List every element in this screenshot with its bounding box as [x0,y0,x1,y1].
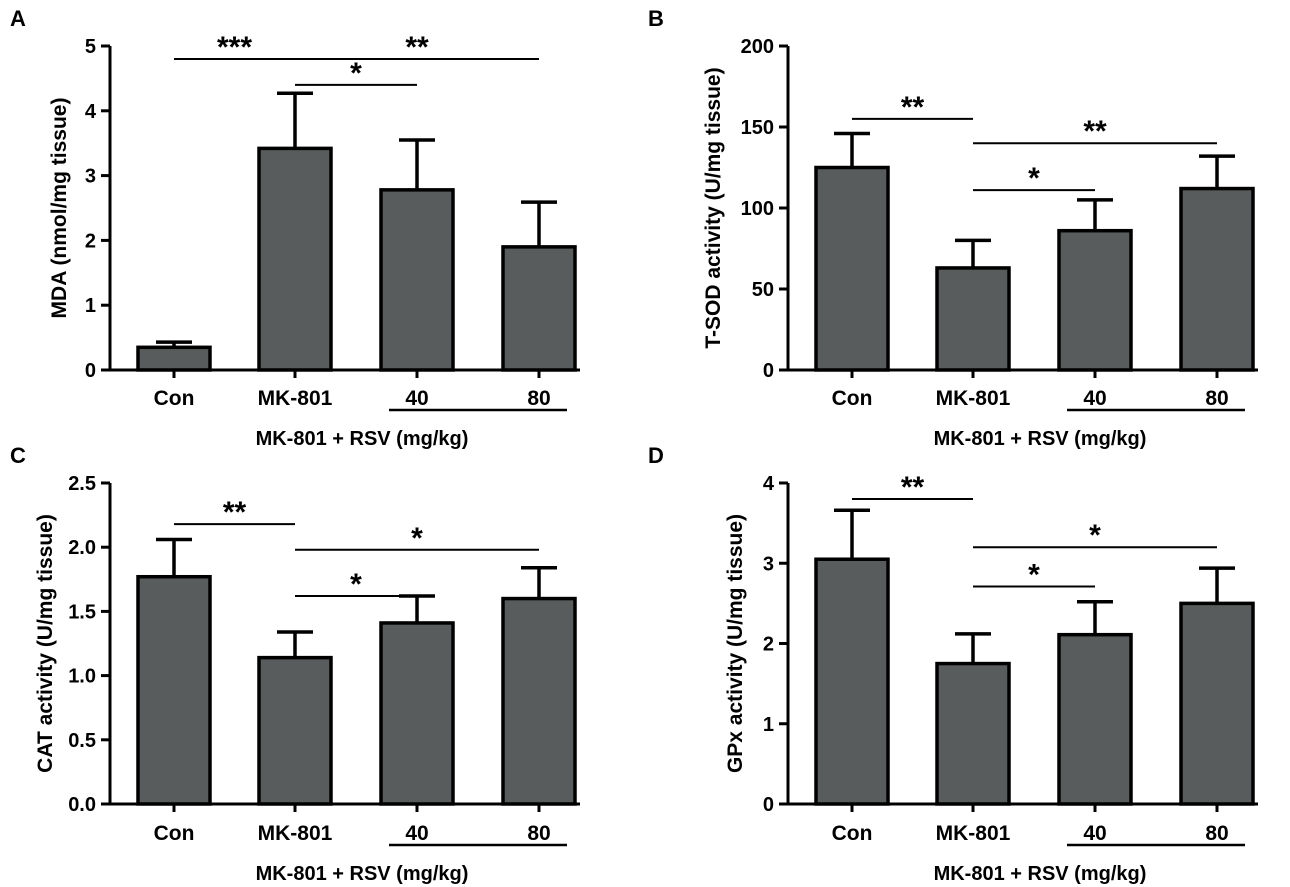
y-axis-title: GPx activity (U/mg tissue) [724,514,747,773]
y-tick-label: 4 [85,101,97,123]
y-tick-label: 0 [85,360,96,382]
y-tick-label: 1 [85,295,96,317]
panel-b: B 0 50 100 150 200 T-SOD activity (U/mg tissue… [648,6,1258,450]
bar [814,165,890,372]
panel-a: A 0 1 2 3 4 5 MDA (nmol/mg tissue) Con MK-801 40 80… [10,6,580,450]
bar [935,266,1011,372]
significance-stars: ** [901,91,925,124]
panel-letter: D [648,443,664,468]
category-label: 80 [1205,387,1228,410]
y-tick-label: 2.5 [68,473,96,495]
bar [1057,632,1133,806]
y-tick-label: 0 [763,360,774,382]
y-tick-label: 3 [85,166,96,188]
group-label: MK-801 + RSV (mg/kg) [256,428,469,450]
significance-stars: * [1089,519,1101,552]
bar [379,621,455,806]
category-label: 80 [527,387,550,410]
y-tick-label: 3 [763,553,774,575]
y-tick-label: 2 [85,230,96,252]
y-tick-label: 2.0 [68,537,96,559]
category-label: 40 [1083,822,1106,845]
y-tick-label: 0 [763,794,774,816]
bar [501,596,577,806]
bar [379,188,455,372]
bar [136,574,212,806]
y-tick-label: 0.5 [68,730,96,752]
y-tick-label: 0.0 [68,794,96,816]
y-axis-title: T-SOD activity (U/mg tissue) [702,67,725,348]
bar [1057,228,1133,372]
category-label: 80 [1205,822,1228,845]
panel-c: C 0.0 0.5 1.0 1.5 2.0 2.5 CAT activity (U/mg ti… [10,443,580,885]
category-label: 40 [405,822,428,845]
bar [136,345,212,372]
y-tick-label: 2 [763,634,774,656]
bar [257,655,333,806]
category-label: 40 [405,387,428,410]
y-tick-label: 1.0 [68,666,96,688]
category-label: MK-801 [258,387,333,410]
bar [501,245,577,372]
panel-letter: C [10,443,26,468]
bar [1179,601,1255,806]
category-label: MK-801 [258,822,333,845]
bar [257,146,333,372]
panel-letter: B [648,6,664,31]
panel-d: D 0 1 2 3 4 GPx activity (U/mg tissue) Con MK-80… [648,443,1258,885]
bar [935,661,1011,806]
category-label: Con [154,822,195,845]
significance-stars: * [411,522,423,555]
y-tick-label: 4 [763,473,775,495]
significance-stars: * [1028,162,1040,195]
significance-stars: ** [901,471,925,504]
category-label: Con [832,387,873,410]
category-label: MK-801 [936,387,1011,410]
group-label: MK-801 + RSV (mg/kg) [256,863,469,885]
category-label: MK-801 [936,822,1011,845]
y-tick-label: 100 [741,198,774,220]
y-tick-label: 5 [85,36,96,58]
group-label: MK-801 + RSV (mg/kg) [934,863,1147,885]
bar [1179,186,1255,372]
y-tick-label: 150 [741,117,774,139]
y-tick-label: 200 [741,36,774,58]
y-tick-label: 1.5 [68,601,96,623]
significance-stars: * [1028,559,1040,592]
category-label: Con [154,387,195,410]
category-label: Con [832,822,873,845]
significance-stars: ** [1083,115,1107,148]
significance-stars: * [350,568,362,601]
y-tick-label: 50 [752,279,774,301]
significance-stars: * [350,57,362,90]
y-axis-title: CAT activity (U/mg tissue) [34,514,57,773]
category-label: 80 [527,822,550,845]
significance-stars: *** [217,31,252,64]
significance-stars: ** [405,31,429,64]
y-axis-title: MDA (nmol/mg tissue) [48,98,71,319]
bar [814,557,890,806]
significance-stars: ** [223,496,247,529]
y-tick-label: 1 [763,714,774,736]
group-label: MK-801 + RSV (mg/kg) [934,428,1147,450]
panel-letter: A [10,6,26,31]
category-label: 40 [1083,387,1106,410]
